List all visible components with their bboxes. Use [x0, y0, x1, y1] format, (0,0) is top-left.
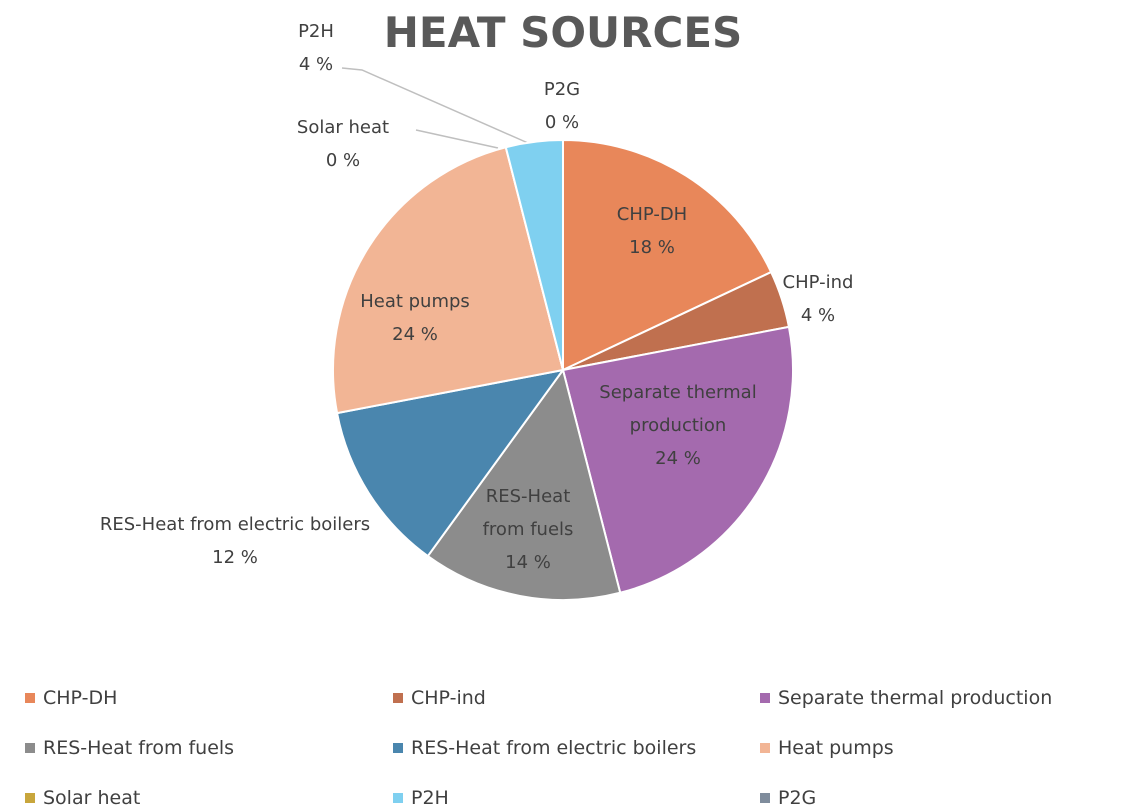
legend-swatch [25, 693, 35, 703]
label-category: RES-Heat from fuels [482, 486, 574, 540]
label-category: Solar heat [296, 117, 390, 138]
label-category: CHP-DH [616, 204, 688, 225]
label-value: 18 % [629, 237, 675, 258]
label-category: P2G [543, 79, 581, 100]
label-category: CHP-ind [782, 272, 854, 293]
legend-item: CHP-ind [393, 684, 486, 712]
legend-item: Heat pumps [760, 734, 894, 762]
label-value: 0 % [325, 150, 361, 171]
data-label: RES-Heat from electric boilers 12 % [90, 508, 380, 574]
legend-item: Solar heat [25, 784, 140, 811]
legend-swatch [393, 743, 403, 753]
data-label: P2G 0 % [522, 73, 602, 139]
legend-item: P2G [760, 784, 816, 811]
legend-label: Solar heat [43, 787, 141, 809]
label-category: P2H [298, 21, 334, 42]
label-category: RES-Heat from electric boilers [99, 514, 371, 535]
legend-label: RES-Heat from electric boilers [411, 737, 697, 759]
legend-swatch [760, 793, 770, 803]
pie-slice [561, 325, 794, 594]
leader-line [341, 67, 529, 144]
label-category: Separate thermal production [599, 382, 757, 436]
data-label: CHP-DH 18 % [572, 198, 732, 264]
data-label: CHP-ind 4 % [758, 266, 878, 332]
legend-label: P2G [778, 787, 817, 809]
legend-swatch [25, 743, 35, 753]
data-label: Heat pumps 24 % [330, 285, 500, 351]
data-label: RES-Heat from fuels 14 % [473, 480, 583, 579]
pie-slice [426, 367, 622, 601]
label-value: 24 % [392, 324, 438, 345]
legend-swatch [393, 693, 403, 703]
pie-slice [562, 138, 773, 372]
legend-label: P2H [411, 787, 449, 809]
label-value: 4 % [298, 54, 334, 75]
legend-label: Heat pumps [778, 737, 894, 759]
legend-label: CHP-DH [43, 687, 118, 709]
data-label: Solar heat 0 % [273, 111, 413, 177]
legend-swatch [760, 693, 770, 703]
pie-slice [332, 146, 565, 415]
data-label: Separate thermal production 24 % [578, 376, 778, 475]
label-value: 12 % [212, 547, 258, 568]
label-value: 4 % [800, 305, 836, 326]
pie-slice [335, 368, 566, 558]
legend-item: RES-Heat from electric boilers [393, 734, 696, 762]
legend-swatch [760, 743, 770, 753]
legend-item: CHP-DH [25, 684, 117, 712]
legend-label: CHP-ind [411, 687, 486, 709]
legend-item: Separate thermal production [760, 684, 1052, 712]
legend-swatch [25, 793, 35, 803]
legend-swatch [393, 793, 403, 803]
label-value: 0 % [544, 112, 580, 133]
label-category: Heat pumps [360, 291, 470, 312]
label-value: 14 % [505, 552, 551, 573]
legend-label: RES-Heat from fuels [43, 737, 235, 759]
legend-label: Separate thermal production [778, 687, 1053, 709]
leader-line [415, 129, 499, 149]
data-label: P2H 4 % [276, 15, 356, 81]
chart-title: HEAT SOURCES [383, 8, 743, 57]
legend-item: RES-Heat from fuels [25, 734, 234, 762]
legend-item: P2H [393, 784, 449, 811]
label-value: 24 % [655, 448, 701, 469]
